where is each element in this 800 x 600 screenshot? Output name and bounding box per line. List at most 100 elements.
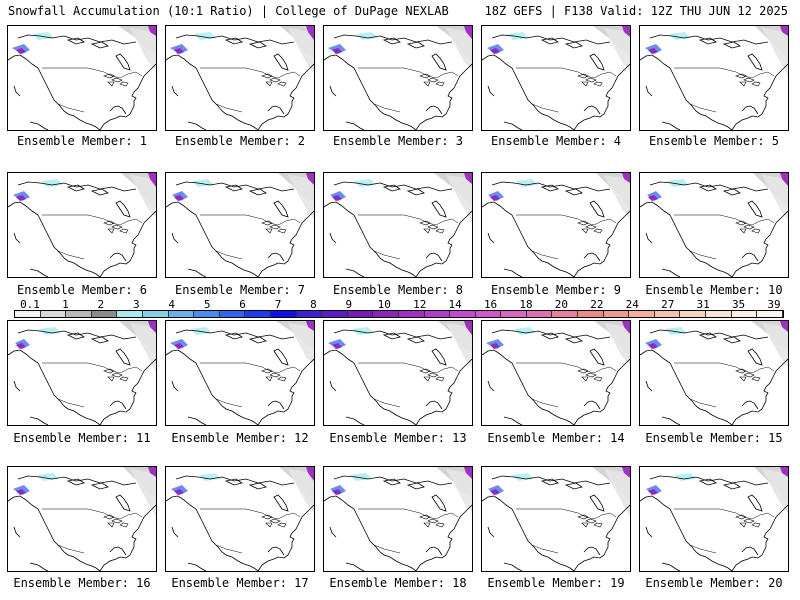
snow-shade-magenta bbox=[148, 26, 156, 36]
snow-shade-purple bbox=[16, 195, 26, 201]
ensemble-map-panel bbox=[165, 172, 315, 278]
coastline bbox=[491, 34, 611, 45]
coastline bbox=[17, 34, 137, 45]
country-border bbox=[735, 218, 775, 226]
great-lake bbox=[423, 81, 431, 87]
ensemble-map-panel bbox=[323, 25, 473, 131]
snow-shade-magenta bbox=[148, 321, 156, 333]
coastline bbox=[187, 121, 207, 130]
coastline bbox=[171, 526, 179, 538]
color-swatch bbox=[245, 311, 271, 317]
country-border bbox=[215, 103, 243, 113]
ensemble-member-label: Ensemble Member: 6 bbox=[16, 283, 148, 297]
snow-shade-magenta bbox=[780, 26, 788, 36]
north-america-map bbox=[166, 321, 314, 425]
coastline bbox=[722, 41, 741, 49]
color-swatch bbox=[654, 311, 681, 317]
color-swatch bbox=[475, 311, 502, 317]
snow-shade-cyan bbox=[674, 473, 696, 481]
ensemble-member-label: Ensemble Member: 7 bbox=[174, 283, 306, 297]
coastline bbox=[382, 184, 401, 192]
coastline bbox=[99, 63, 156, 130]
coastline bbox=[482, 201, 575, 277]
north-america-map bbox=[640, 173, 788, 277]
great-lake bbox=[435, 376, 445, 382]
country-border bbox=[261, 218, 301, 226]
coastline bbox=[329, 380, 337, 392]
snow-shade-cyan bbox=[512, 473, 534, 481]
great-lake bbox=[435, 81, 445, 87]
great-lake bbox=[577, 73, 589, 79]
ensemble-member-label: Ensemble Member: 17 bbox=[171, 576, 309, 590]
coastline bbox=[503, 268, 523, 277]
country-border bbox=[577, 71, 617, 79]
north-america-map bbox=[8, 321, 156, 425]
snow-shade-magenta bbox=[306, 467, 314, 481]
great-lake bbox=[743, 224, 755, 230]
north-america-map bbox=[640, 321, 788, 425]
coastline bbox=[640, 495, 733, 571]
ensemble-member-label: Ensemble Member: 4 bbox=[490, 134, 622, 148]
color-swatch bbox=[680, 311, 707, 317]
ensemble-member-label: Ensemble Member: 18 bbox=[329, 576, 467, 590]
snow-shade-purple bbox=[332, 489, 342, 495]
north-america-map bbox=[166, 467, 314, 571]
great-lake bbox=[743, 518, 755, 524]
great-lake bbox=[585, 518, 597, 524]
coastline bbox=[415, 63, 472, 130]
great-lake bbox=[261, 220, 273, 226]
color-swatch bbox=[40, 311, 67, 317]
snow-shade-magenta bbox=[148, 173, 156, 187]
great-lake bbox=[739, 81, 747, 87]
north-america-map bbox=[482, 26, 630, 130]
snow-shade-cyan bbox=[190, 327, 212, 335]
color-scale-bar bbox=[14, 310, 784, 318]
color-scale-tick-label: 14 bbox=[448, 298, 462, 311]
snow-shade-magenta bbox=[622, 26, 630, 37]
coastline bbox=[649, 475, 769, 486]
snow-shade-cyan bbox=[32, 32, 54, 40]
country-border bbox=[57, 398, 85, 408]
coastline bbox=[66, 478, 85, 486]
snow-shade-cyan bbox=[199, 473, 221, 481]
country-border bbox=[531, 398, 559, 408]
snow-shade-purple bbox=[648, 489, 658, 495]
coastline bbox=[333, 329, 453, 340]
snow-shade-magenta bbox=[464, 173, 472, 184]
color-scale-tick-label: 27 bbox=[661, 298, 675, 311]
great-lake bbox=[111, 77, 123, 83]
country-border bbox=[358, 214, 421, 220]
ensemble-member-label: Ensemble Member: 10 bbox=[645, 283, 783, 297]
country-border bbox=[42, 362, 105, 368]
color-swatch bbox=[603, 311, 630, 317]
ensemble-map-panel bbox=[481, 25, 631, 131]
great-lake bbox=[581, 376, 589, 382]
coastline bbox=[487, 526, 495, 538]
snow-shade-magenta bbox=[464, 26, 472, 39]
country-border bbox=[531, 544, 559, 554]
coastline bbox=[741, 546, 759, 556]
coastline bbox=[248, 188, 267, 196]
snow-shade-lightgray bbox=[288, 469, 314, 512]
great-lake bbox=[119, 376, 129, 382]
coastline bbox=[540, 184, 559, 192]
coastline bbox=[645, 380, 653, 392]
coastline bbox=[564, 41, 583, 49]
coastline bbox=[640, 54, 733, 130]
coastline bbox=[698, 184, 717, 192]
snow-shade-purple bbox=[648, 343, 658, 349]
coastline bbox=[329, 85, 337, 97]
color-swatch bbox=[526, 311, 553, 317]
great-lake bbox=[261, 73, 273, 79]
coastline bbox=[747, 200, 763, 218]
north-america-map bbox=[482, 467, 630, 571]
great-lake bbox=[265, 228, 273, 234]
coastline bbox=[406, 336, 425, 344]
snow-shade-magenta bbox=[622, 467, 630, 478]
great-lake bbox=[269, 518, 281, 524]
country-border bbox=[358, 362, 421, 368]
great-lake bbox=[593, 228, 603, 234]
color-swatch bbox=[270, 311, 297, 317]
country-border bbox=[531, 103, 559, 113]
country-border bbox=[200, 214, 263, 220]
